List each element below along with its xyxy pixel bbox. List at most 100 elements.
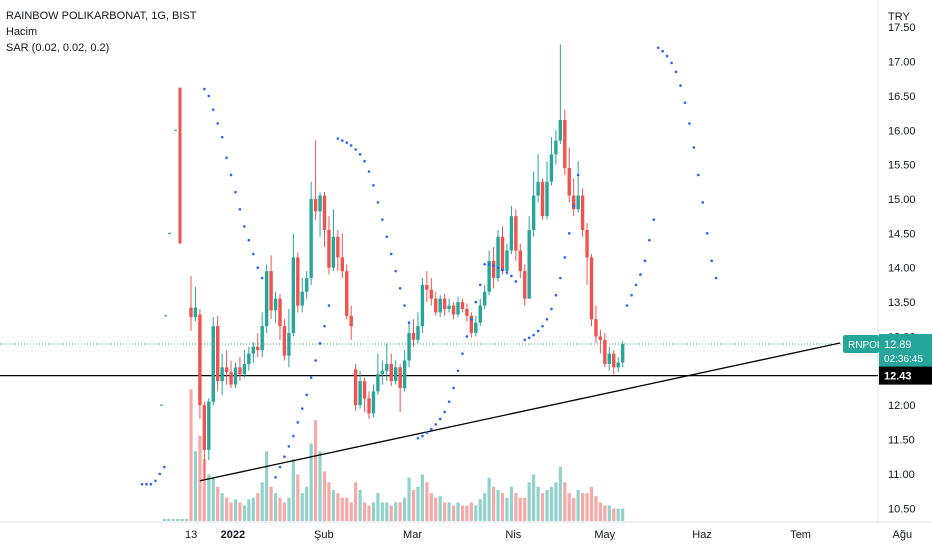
candle-body <box>256 346 260 351</box>
volume-bar <box>407 477 411 521</box>
last-price-badge-bg <box>879 334 932 369</box>
volume-bar <box>576 490 580 521</box>
volume-bar <box>549 486 554 521</box>
sar-dot <box>274 476 277 479</box>
volume-bar <box>621 508 625 521</box>
sar-dot <box>514 280 518 283</box>
candle-body <box>616 362 620 368</box>
volume-bar <box>518 497 522 521</box>
volume-bar <box>247 499 251 521</box>
candle-body <box>353 369 358 406</box>
sar-dot <box>252 252 255 256</box>
volume-bar <box>193 451 198 521</box>
candle-body <box>585 229 589 258</box>
x-tick-label: 13 <box>185 529 197 541</box>
hline-badge-bg <box>879 366 932 385</box>
candle-body <box>491 260 496 279</box>
candle-body <box>416 326 420 340</box>
volume-bar <box>282 502 287 521</box>
sar-dot <box>496 266 500 270</box>
sar-dot <box>341 139 344 142</box>
sar-dot <box>523 338 527 342</box>
candle-body <box>371 391 376 414</box>
volume-bar <box>296 474 300 521</box>
sar-dot <box>394 269 398 273</box>
volume-bar <box>305 486 309 521</box>
volume-bar <box>420 474 424 521</box>
sar-dot <box>652 218 656 221</box>
volume-bar <box>362 502 367 521</box>
sar-dot <box>434 423 438 426</box>
volume-bar <box>589 486 594 521</box>
candle-body <box>598 336 603 340</box>
candle-body <box>287 333 291 356</box>
volume-bar <box>411 490 416 521</box>
candle-body <box>269 271 273 311</box>
candle-body <box>500 236 505 272</box>
volume-bar <box>260 482 264 521</box>
volume-bar <box>554 482 558 521</box>
sar-dot <box>665 54 669 58</box>
candle-body <box>318 195 322 212</box>
candle-body <box>563 119 567 169</box>
chart-legend: RAINBOW POLIKARBONAT, 1G, BIST Hacim SAR… <box>6 8 197 56</box>
candle-body <box>189 307 193 318</box>
volume-bar <box>287 497 291 521</box>
volume-bar <box>376 493 380 521</box>
sar-dot <box>625 304 629 307</box>
sar-dot <box>283 455 286 459</box>
sar-dot <box>367 170 371 173</box>
candle-body <box>460 302 465 309</box>
candle-body <box>389 363 393 382</box>
sar-dot <box>323 324 326 328</box>
sar-dot <box>505 271 509 274</box>
x-tick-label: Ağu <box>893 529 913 541</box>
sar-dot <box>234 190 237 194</box>
volume-bar <box>265 451 269 521</box>
sar-dot <box>407 321 411 324</box>
candle-body <box>576 195 580 210</box>
volume-bar <box>189 389 193 521</box>
volume-bar <box>162 519 166 521</box>
candle-body <box>407 333 411 361</box>
candle-body <box>367 398 371 414</box>
candle-body <box>322 195 327 230</box>
volume-bar <box>505 497 509 521</box>
currency-label: TRY <box>888 11 910 23</box>
candle-body <box>558 119 563 141</box>
candle-body <box>540 181 545 217</box>
sar-dot <box>487 262 491 266</box>
sar-dot <box>483 262 487 266</box>
sar-dot <box>541 324 544 328</box>
sar-dot <box>363 159 366 163</box>
sar-dot <box>358 153 362 156</box>
sar-dot <box>576 173 580 177</box>
sar-dot <box>300 407 304 410</box>
volume-bar <box>327 482 331 521</box>
sar-dot <box>545 317 549 321</box>
y-tick-label: 15.50 <box>888 160 916 172</box>
legend-sar: SAR (0.02, 0.02, 0.2) <box>6 42 110 54</box>
sar-dot <box>154 479 157 483</box>
candle-body <box>238 367 242 375</box>
candle-body <box>425 284 429 290</box>
volume-bar <box>523 497 527 521</box>
volume-bar <box>345 497 349 521</box>
volume-bar <box>340 497 344 521</box>
candle-body <box>224 367 229 373</box>
sar-dot <box>260 276 264 280</box>
volume-bar <box>385 502 389 521</box>
volume-bar <box>487 477 491 521</box>
countdown-label: 02:36:45 <box>884 354 923 365</box>
candle-body <box>580 195 585 230</box>
x-tick-label: Tem <box>790 529 811 541</box>
candle-body <box>474 322 478 334</box>
volume-bar <box>483 493 487 521</box>
candle-body <box>376 374 380 392</box>
candle-body <box>456 302 460 315</box>
volume-bar <box>216 486 220 521</box>
sar-dot <box>554 293 558 297</box>
candle-body <box>380 370 385 375</box>
